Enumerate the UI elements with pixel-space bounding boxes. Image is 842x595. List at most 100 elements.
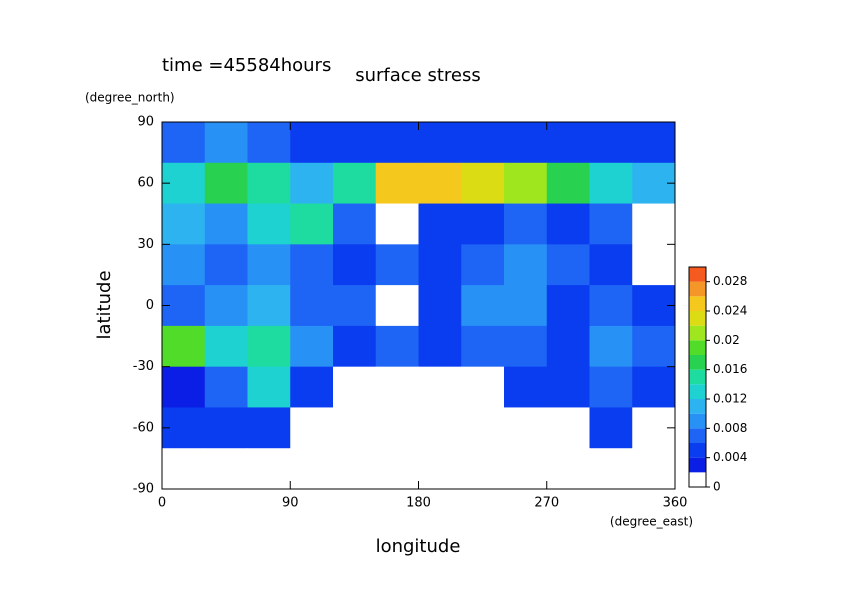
contour-cell xyxy=(333,162,377,205)
contour-cell xyxy=(418,285,462,327)
contour-cell xyxy=(632,366,676,408)
contour-cell xyxy=(290,122,334,164)
contour-cell xyxy=(461,325,505,368)
contour-cell xyxy=(333,366,377,408)
contour-cell xyxy=(418,203,462,245)
contour-cell xyxy=(504,366,548,408)
contour-cell xyxy=(162,325,206,368)
y-tick-label: 0 xyxy=(146,298,154,313)
contour-cell xyxy=(333,122,377,164)
colorbar-tick-label: 0.028 xyxy=(713,274,747,288)
contour-cell xyxy=(333,407,377,449)
y-label: latitude xyxy=(94,270,115,339)
contour-cell xyxy=(589,285,633,327)
colorbar-segment xyxy=(689,399,706,414)
contour-cell xyxy=(461,244,505,286)
contour-cell xyxy=(162,448,206,490)
colorbar-segment xyxy=(689,413,706,429)
subtitle: time =45584hours xyxy=(162,55,331,76)
contour-cell xyxy=(204,325,248,368)
contour-cell xyxy=(333,203,377,245)
contour-cell xyxy=(247,203,291,245)
contour-cell xyxy=(375,285,419,327)
y-tick-label: -60 xyxy=(133,420,154,435)
contour-cell xyxy=(461,407,505,449)
contour-cell xyxy=(546,285,590,327)
contour-cell xyxy=(504,325,548,368)
contour-cell xyxy=(504,285,548,327)
contour-cell xyxy=(333,285,377,327)
contour-cell xyxy=(418,448,462,490)
contour-cell xyxy=(461,203,505,245)
contour-cell xyxy=(589,325,633,368)
contour-cell xyxy=(589,407,633,449)
x-label: longitude xyxy=(376,536,461,557)
colorbar-segment xyxy=(689,311,706,326)
contour-cell xyxy=(247,162,291,205)
colorbar-tick-label: 0.024 xyxy=(713,304,747,318)
colorbar-tick-label: 0 xyxy=(713,480,721,494)
colorbar-segment xyxy=(689,281,706,297)
contour-cell xyxy=(632,122,676,164)
colorbar-segment xyxy=(689,384,706,399)
contour-cell xyxy=(204,244,248,286)
colorbar-segment xyxy=(689,369,706,385)
contour-cell xyxy=(546,448,590,490)
contour-cell xyxy=(162,122,206,164)
contour-cell xyxy=(204,366,248,408)
contour-cell xyxy=(461,162,505,205)
x-tick-label: 0 xyxy=(158,496,166,511)
contour-cell xyxy=(375,448,419,490)
contour-cell xyxy=(632,244,676,286)
contour-cell xyxy=(247,366,291,408)
contour-cell xyxy=(504,407,548,449)
contour-cell xyxy=(162,203,206,245)
contour-cell xyxy=(504,448,548,490)
contour-cell xyxy=(247,244,291,286)
contour-cell xyxy=(162,366,206,408)
y-unit: (degree_north) xyxy=(85,91,175,105)
x-tick-label: 270 xyxy=(534,496,559,511)
contour-cell xyxy=(333,325,377,368)
colorbar-tick-label: 0.016 xyxy=(713,362,747,376)
contour-cell xyxy=(418,122,462,164)
contour-cell xyxy=(589,366,633,408)
contour-cell xyxy=(375,325,419,368)
x-tick-label: 90 xyxy=(282,496,299,511)
contour-cell xyxy=(418,244,462,286)
colorbar-segment xyxy=(689,267,706,282)
contour-cell xyxy=(204,162,248,205)
contour-cell xyxy=(504,203,548,245)
contour-cell xyxy=(204,203,248,245)
contour-cell xyxy=(461,448,505,490)
contour-cell xyxy=(418,162,462,205)
colorbar-segment xyxy=(689,428,706,443)
contour-cell xyxy=(204,285,248,327)
contour-cell xyxy=(504,122,548,164)
contour-cell xyxy=(247,122,291,164)
contour-cell xyxy=(632,448,676,490)
contour-cell xyxy=(589,122,633,164)
contour-cell xyxy=(290,244,334,286)
contour-cell xyxy=(247,285,291,327)
contour-cell xyxy=(290,448,334,490)
contour-cell xyxy=(375,162,419,205)
contour-cell xyxy=(461,122,505,164)
colorbar-segment xyxy=(689,472,706,487)
contour-cell xyxy=(418,366,462,408)
contour-cell xyxy=(546,244,590,286)
contour-cell xyxy=(162,244,206,286)
contour-cell xyxy=(375,366,419,408)
colorbar-frame xyxy=(688,266,707,488)
chart-title: surface stress xyxy=(355,65,481,86)
contour-cell xyxy=(632,325,676,368)
contour-cell xyxy=(418,407,462,449)
contour-cell xyxy=(375,122,419,164)
contour-cell xyxy=(247,325,291,368)
contour-cell xyxy=(546,162,590,205)
contour-cell xyxy=(546,122,590,164)
contour-cell xyxy=(418,325,462,368)
y-tick-label: 30 xyxy=(137,237,154,252)
contour-cell xyxy=(546,366,590,408)
